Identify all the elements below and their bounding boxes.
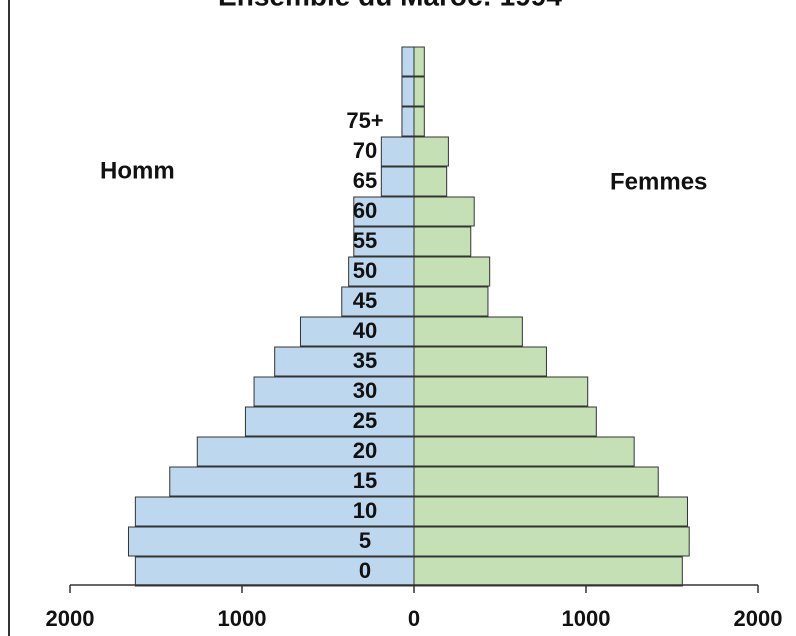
bar [196, 436, 415, 467]
bar [401, 46, 415, 77]
bar [413, 346, 547, 377]
bar [380, 136, 415, 167]
bar [413, 376, 589, 407]
chart-title: Ensemble du Maroc: 1994 [218, 0, 562, 11]
bar [413, 286, 489, 317]
category-label: 55 [353, 228, 377, 253]
category-label: 40 [353, 318, 377, 343]
bar [169, 466, 415, 497]
category-label: 15 [353, 468, 377, 493]
bar [127, 526, 415, 557]
x-tick-label: 0 [408, 606, 420, 631]
bar [380, 166, 415, 197]
bar [413, 226, 472, 257]
category-label: 5 [359, 528, 371, 553]
bar [413, 166, 448, 197]
category-label: 70 [353, 138, 377, 163]
bar [413, 406, 597, 437]
x-tick-label: 2000 [46, 606, 95, 631]
bar [413, 76, 425, 107]
category-label: 35 [353, 348, 377, 373]
x-tick-label: 1000 [562, 606, 611, 631]
bar [274, 346, 415, 377]
bar [413, 466, 659, 497]
bar [413, 556, 683, 587]
x-tick-label: 2000 [734, 606, 783, 631]
category-label: 20 [353, 438, 377, 463]
category-label: 10 [353, 498, 377, 523]
bar [413, 136, 449, 167]
bar [299, 316, 415, 347]
bar [253, 376, 415, 407]
category-label: 50 [353, 258, 377, 283]
category-label: 0 [359, 558, 371, 583]
bar [244, 406, 415, 437]
bar [134, 556, 415, 587]
x-tick-label: 1000 [218, 606, 267, 631]
category-label: 60 [353, 198, 377, 223]
bar [413, 46, 425, 77]
category-label: 25 [353, 408, 377, 433]
category-label: 45 [353, 288, 377, 313]
bar [341, 286, 415, 317]
bar [401, 76, 415, 107]
bar [413, 196, 475, 227]
bar [413, 496, 688, 527]
category-label: 65 [353, 168, 377, 193]
series-label: Homm [100, 157, 175, 184]
bar [413, 256, 491, 287]
bar [413, 316, 523, 347]
bar [413, 106, 425, 137]
category-label: 75+ [346, 108, 383, 133]
bar [401, 106, 415, 137]
bar [413, 436, 635, 467]
category-label: 30 [353, 378, 377, 403]
bar [413, 526, 690, 557]
series-label: Femmes [610, 168, 707, 195]
